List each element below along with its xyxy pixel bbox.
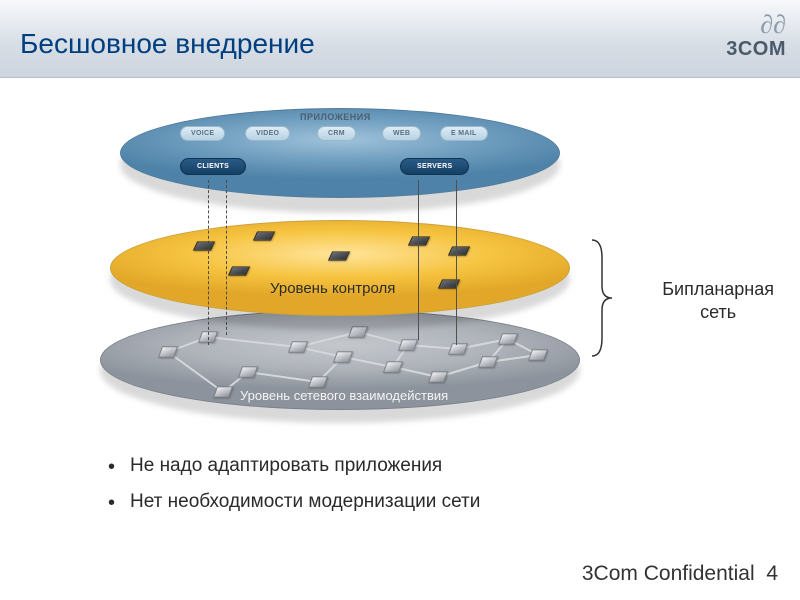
- bullet-1: Не надо адаптировать приложения: [108, 448, 480, 484]
- brace-icon: [588, 238, 614, 358]
- connector-line: [456, 180, 457, 345]
- side-line-2: сеть: [700, 302, 736, 322]
- logo-swirl-icon: ∂∂: [726, 12, 786, 38]
- connector-line: [418, 180, 419, 340]
- endpoint-servers: SERVERS: [400, 158, 469, 175]
- layer-bottom-label: Уровень сетевого взаимодействия: [240, 388, 448, 403]
- footer-page: 4: [766, 562, 778, 585]
- layer-mid-label: Уровень контроля: [270, 280, 395, 297]
- app-pill-email: E MAIL: [440, 126, 488, 141]
- side-annotation: Бипланарная сеть: [662, 278, 774, 325]
- app-pill-web: WEB: [382, 126, 421, 141]
- page-title: Бесшовное внедрение: [20, 28, 315, 60]
- logo-text: 3COM: [726, 38, 786, 61]
- connector-line: [208, 180, 209, 345]
- layer-mid: [110, 220, 570, 316]
- app-pill-voice: VOICE: [180, 126, 225, 141]
- footer-text: 3Com Confidential: [582, 562, 755, 585]
- side-line-1: Бипланарная: [662, 279, 774, 299]
- endpoint-clients: CLIENTS: [180, 158, 246, 175]
- bullet-list: Не надо адаптировать приложения Нет необ…: [108, 448, 480, 520]
- layer-top-title: ПРИЛОЖЕНИЯ: [300, 112, 371, 122]
- connector-line: [226, 180, 227, 335]
- app-pill-crm: CRM: [317, 126, 356, 141]
- diagram: Уровень сетевого взаимодействия Уровень …: [100, 100, 580, 415]
- brand-logo: ∂∂ 3COM: [726, 12, 786, 61]
- footer: 3Com Confidential 4: [582, 562, 778, 586]
- header-bar: Бесшовное внедрение ∂∂ 3COM: [0, 0, 800, 78]
- app-pill-video: VIDEO: [245, 126, 290, 141]
- bullet-2: Нет необходимости модернизации сети: [108, 484, 480, 520]
